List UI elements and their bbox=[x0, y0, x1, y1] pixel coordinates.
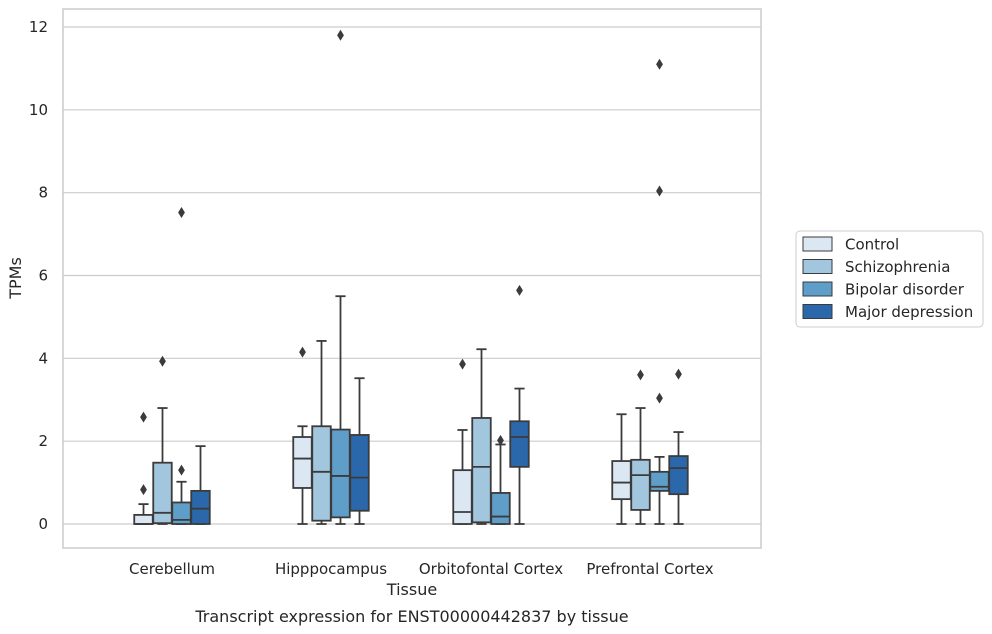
box-body bbox=[452, 469, 473, 525]
outlier-point bbox=[178, 464, 185, 476]
box-schizophrenia bbox=[471, 348, 492, 525]
y-tick-label: 4 bbox=[38, 349, 48, 367]
box-body bbox=[649, 470, 670, 492]
box-body bbox=[630, 458, 651, 511]
legend-swatch bbox=[802, 281, 833, 297]
box-body bbox=[349, 434, 370, 512]
box-body bbox=[490, 492, 511, 525]
legend-label: Bipolar disorder bbox=[845, 281, 965, 299]
y-tick-label: 6 bbox=[38, 267, 48, 285]
y-axis-ticks: 0 2 4 6 8 10 12 bbox=[29, 18, 48, 533]
box-major-depression bbox=[190, 445, 211, 525]
x-tick-label: Cerebellum bbox=[129, 560, 215, 578]
box-bipolar-disorder bbox=[490, 434, 511, 525]
box-body bbox=[509, 420, 530, 468]
box-body bbox=[668, 455, 689, 496]
box-groups bbox=[133, 29, 689, 525]
box-control bbox=[611, 413, 632, 525]
box-bipolar-disorder bbox=[171, 207, 192, 525]
x-tick-label: Orbitofontal Cortex bbox=[419, 560, 563, 578]
box-schizophrenia bbox=[152, 355, 173, 525]
legend-label: Control bbox=[845, 236, 899, 254]
plot-area-frame bbox=[62, 8, 762, 549]
outlier-point bbox=[159, 355, 166, 367]
y-tick-label: 8 bbox=[38, 184, 48, 202]
chart-caption: Transcript expression for ENST0000044283… bbox=[194, 607, 628, 626]
x-tick-label: Hipppocampus bbox=[275, 560, 387, 578]
box-body bbox=[611, 460, 632, 501]
box-control bbox=[452, 358, 473, 525]
y-tick-label: 0 bbox=[38, 515, 48, 533]
outlier-point bbox=[656, 392, 663, 404]
box-major-depression bbox=[668, 368, 689, 525]
box-body bbox=[471, 417, 492, 524]
y-tick-label: 10 bbox=[29, 101, 48, 119]
outlier-point bbox=[516, 284, 523, 296]
box-body bbox=[152, 461, 173, 525]
x-tick-label: Prefrontal Cortex bbox=[586, 560, 713, 578]
legend-label: Schizophrenia bbox=[845, 258, 950, 276]
outlier-point bbox=[178, 207, 185, 219]
legend-swatch bbox=[802, 259, 833, 274]
box-schizophrenia bbox=[311, 340, 332, 525]
box-body bbox=[133, 513, 154, 525]
box-major-depression bbox=[349, 377, 370, 525]
x-axis-title: Tissue bbox=[386, 580, 437, 599]
grid-lines bbox=[63, 26, 761, 525]
box-body bbox=[190, 489, 211, 525]
box-body bbox=[311, 425, 332, 522]
box-control bbox=[133, 411, 154, 525]
y-axis-title: TPMs bbox=[6, 257, 25, 300]
legend: Control Schizophrenia Bipolar disorder Majo… bbox=[795, 230, 984, 328]
y-tick-label: 2 bbox=[38, 432, 48, 450]
legend-swatch bbox=[802, 304, 833, 319]
box-body bbox=[330, 428, 351, 519]
outlier-point bbox=[140, 484, 147, 496]
box-body bbox=[171, 501, 192, 525]
x-axis-ticks: Cerebellum Hipppocampus Orbitofontal Corte… bbox=[129, 560, 714, 578]
outlier-point bbox=[656, 185, 663, 197]
outlier-point bbox=[675, 368, 682, 380]
outlier-point bbox=[337, 29, 344, 41]
box-schizophrenia bbox=[630, 369, 651, 525]
legend-label: Major depression bbox=[845, 303, 973, 321]
box-control bbox=[292, 346, 313, 525]
outlier-point bbox=[299, 346, 306, 358]
outlier-point bbox=[459, 358, 466, 370]
box-major-depression bbox=[509, 284, 530, 525]
box-bipolar-disorder bbox=[649, 58, 670, 525]
legend-swatch bbox=[802, 236, 833, 252]
outlier-point bbox=[497, 434, 504, 446]
y-tick-label: 12 bbox=[29, 18, 48, 36]
outlier-point bbox=[637, 369, 644, 381]
outlier-point bbox=[656, 58, 663, 70]
box-body bbox=[292, 436, 313, 489]
legend-frame bbox=[795, 230, 984, 328]
outlier-point bbox=[140, 411, 147, 423]
box-bipolar-disorder bbox=[330, 29, 351, 525]
